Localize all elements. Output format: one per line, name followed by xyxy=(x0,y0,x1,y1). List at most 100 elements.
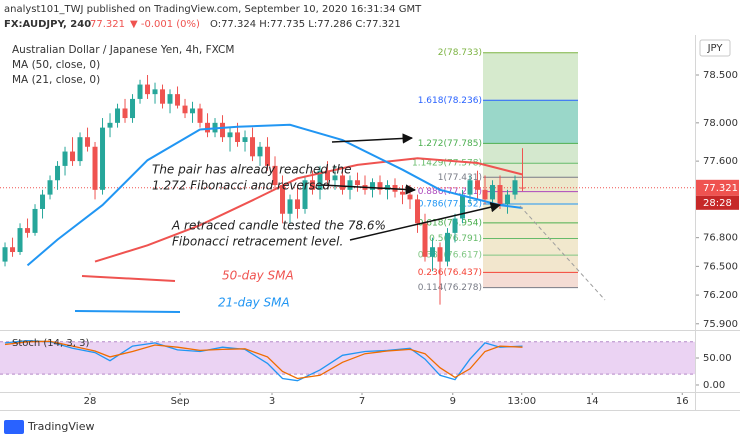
stoch-title: Stoch (14, 3, 3) xyxy=(12,338,89,349)
candle-body xyxy=(62,151,68,166)
candle-body xyxy=(32,208,38,233)
candle-body xyxy=(512,180,518,195)
candle-body xyxy=(445,232,451,262)
arrow xyxy=(349,202,502,241)
candle-body xyxy=(235,132,241,142)
candle-body xyxy=(25,228,31,233)
candle-body xyxy=(190,108,196,114)
sma-marker-line xyxy=(74,310,181,313)
candle-body xyxy=(130,98,136,119)
candle-body xyxy=(145,84,151,95)
candle-body xyxy=(310,180,316,190)
candle-body xyxy=(325,170,331,181)
fib-zone xyxy=(483,203,578,223)
candle-body xyxy=(422,223,428,257)
candle-body xyxy=(302,180,308,209)
countdown-tag xyxy=(696,195,739,210)
fib-zone xyxy=(483,163,578,178)
candle-body xyxy=(340,175,346,190)
fib-zone xyxy=(483,100,578,144)
candle-body xyxy=(520,187,526,189)
candle-body xyxy=(355,180,361,186)
fib-zone xyxy=(483,272,578,288)
candle-body xyxy=(197,108,203,123)
candle-body xyxy=(160,89,166,104)
candle-body xyxy=(2,247,8,262)
candle-body xyxy=(107,122,113,128)
y-tick-label: 50.00 xyxy=(703,353,732,364)
fib-zone xyxy=(483,255,578,273)
candle-body xyxy=(475,180,481,190)
currency: JPY xyxy=(707,43,724,54)
x-tick-label: Sep xyxy=(171,396,190,407)
x-tick-label: 7 xyxy=(359,396,365,407)
x-tick-label: 9 xyxy=(450,396,456,407)
candle-body xyxy=(182,105,188,114)
change: ▼ -0.001 (0%) xyxy=(130,19,200,30)
legend-entry: MA (50, close, 0) xyxy=(12,59,100,71)
y-tick-label: 76.500 xyxy=(703,261,738,272)
candle-body xyxy=(490,185,496,200)
x-tick-label: 28 xyxy=(84,396,97,407)
candle-body xyxy=(482,189,488,200)
fib-zone xyxy=(483,222,578,239)
fib-label: 1.618(78.236) xyxy=(418,96,482,106)
brand: TradingView xyxy=(27,420,94,433)
arrow xyxy=(321,184,417,195)
x-tick-label: 16 xyxy=(676,396,689,407)
y-tick-label: 0.00 xyxy=(703,380,725,391)
candle-body xyxy=(100,127,106,190)
candle-body xyxy=(242,137,248,142)
candle-body xyxy=(385,185,391,190)
stoch-band xyxy=(0,341,695,375)
symbol: FX:AUDJPY, 240 xyxy=(4,19,91,30)
candle-body xyxy=(497,185,503,205)
y-tick-label: 76.200 xyxy=(703,290,738,301)
annotation: 50-day SMA xyxy=(222,269,294,283)
candle-body xyxy=(287,199,293,214)
fib-zone xyxy=(483,238,578,256)
candle-body xyxy=(265,146,271,166)
candle-body xyxy=(55,165,61,181)
candle-body xyxy=(167,94,173,104)
fib-label: 0.114(76.278) xyxy=(418,283,482,293)
moving-average xyxy=(26,123,523,267)
x-tick-label: 13:00 xyxy=(507,396,536,407)
candle-body xyxy=(250,137,256,157)
candle-body xyxy=(505,194,511,205)
candle-body xyxy=(10,247,16,253)
fib-zone xyxy=(483,177,578,192)
candle-body xyxy=(272,165,278,186)
candle-body xyxy=(332,175,338,181)
candle-body xyxy=(152,89,158,95)
fib-label: 2(78.733) xyxy=(438,48,482,58)
last: 77.321 xyxy=(90,19,125,30)
stoch-line xyxy=(4,340,523,382)
candle-body xyxy=(175,94,181,106)
candle-body xyxy=(70,151,76,162)
candle-body xyxy=(137,84,143,99)
candle-body xyxy=(415,199,421,224)
candle-body xyxy=(295,199,301,209)
moving-average xyxy=(94,157,523,263)
candle-body xyxy=(280,185,286,214)
candle-body xyxy=(17,228,23,253)
candle-body xyxy=(370,182,376,190)
countdown: 28:28 xyxy=(703,198,732,209)
fib-zone xyxy=(483,52,578,101)
x-tick-label: 3 xyxy=(269,396,275,407)
annotation: 21-day SMA xyxy=(218,296,290,310)
fib-label: 0.236(76.437) xyxy=(418,268,482,278)
y-tick-label: 75.900 xyxy=(703,319,738,330)
candle-body xyxy=(227,132,233,138)
fib-zone xyxy=(483,191,578,204)
y-tick-label: 78.500 xyxy=(703,70,738,81)
arrow xyxy=(331,133,414,144)
candle-body xyxy=(47,180,53,195)
candle-body xyxy=(205,122,211,133)
annotation: The pair has already reached the xyxy=(152,163,351,177)
last-price-label: 77.321 xyxy=(703,183,738,194)
y-tick-label: 77.600 xyxy=(703,156,738,167)
annotation: Fibonacci retracement level. xyxy=(172,235,343,249)
